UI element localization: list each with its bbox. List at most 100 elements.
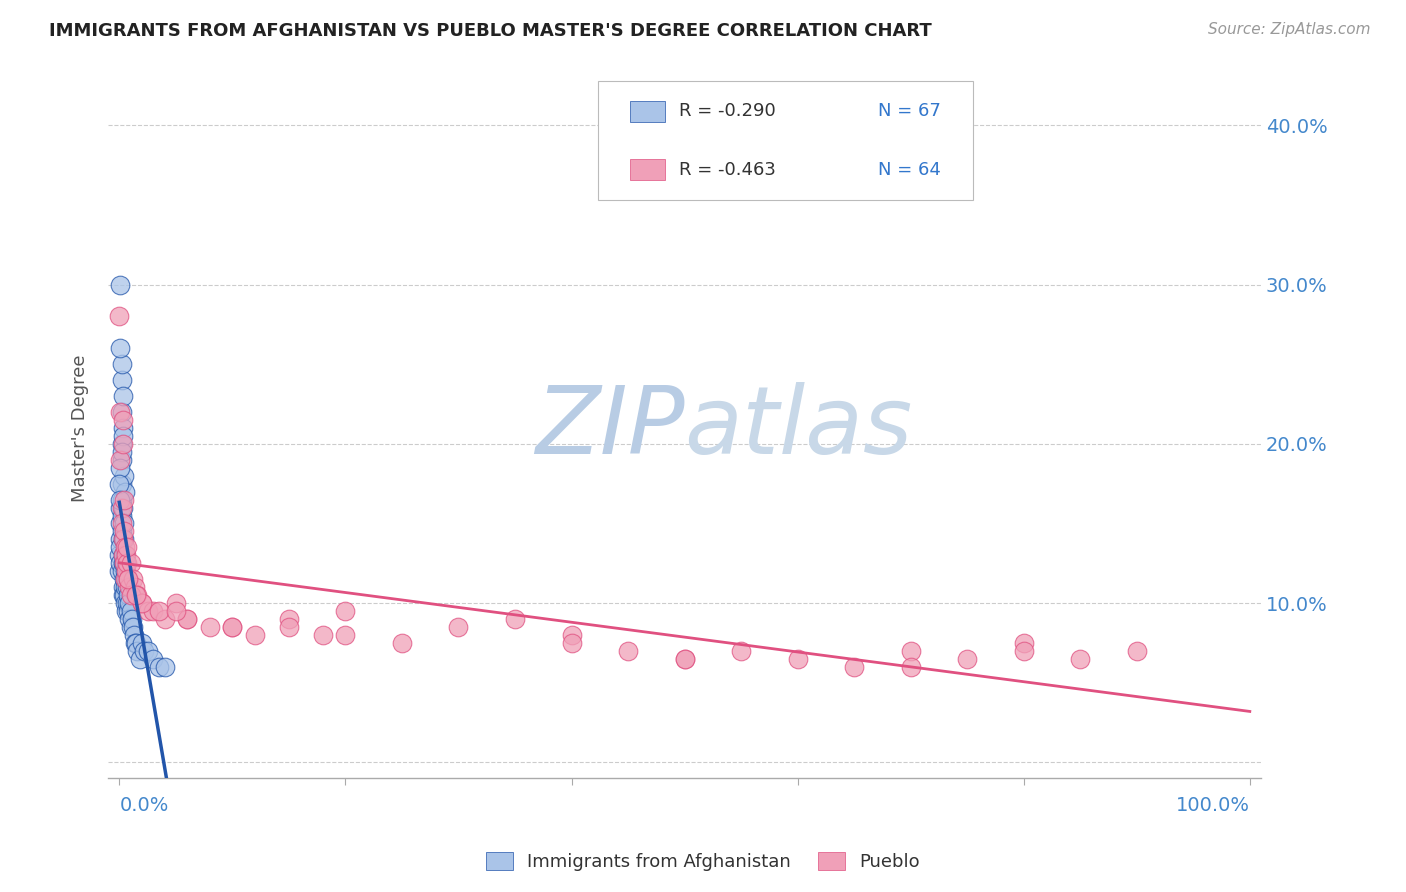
Point	[111, 549, 134, 563]
Point	[560, 636, 582, 650]
Point	[128, 652, 150, 666]
Point	[148, 660, 170, 674]
Point	[111, 533, 134, 547]
Point	[503, 612, 526, 626]
Point	[111, 549, 134, 563]
Point	[117, 588, 139, 602]
Point	[110, 476, 132, 491]
Point	[108, 310, 131, 324]
Point	[110, 460, 132, 475]
Point	[900, 644, 922, 658]
Point	[243, 628, 266, 642]
Point	[900, 660, 922, 674]
Point	[115, 557, 138, 571]
Point	[617, 644, 640, 658]
Text: R = -0.463: R = -0.463	[679, 161, 776, 179]
Point	[117, 572, 139, 586]
Point	[221, 620, 243, 634]
Point	[120, 557, 142, 571]
Point	[127, 588, 149, 602]
Point	[117, 572, 139, 586]
Point	[148, 604, 170, 618]
Point	[115, 564, 138, 578]
Point	[112, 533, 135, 547]
Point	[120, 588, 142, 602]
Point	[221, 620, 243, 634]
Point	[118, 612, 141, 626]
Point	[730, 644, 752, 658]
Point	[111, 533, 134, 547]
Point	[112, 516, 135, 531]
Point	[110, 541, 132, 555]
Point	[117, 604, 139, 618]
Point	[165, 604, 187, 618]
Point	[956, 652, 979, 666]
Point	[110, 564, 132, 578]
Text: ZIP: ZIP	[534, 383, 685, 474]
Point	[110, 492, 132, 507]
Point	[110, 277, 132, 292]
Point	[111, 429, 134, 443]
Point	[277, 620, 299, 634]
Point	[127, 644, 149, 658]
Point	[142, 604, 165, 618]
Point	[110, 405, 132, 419]
Point	[115, 580, 138, 594]
Point	[124, 636, 146, 650]
Point	[1069, 652, 1091, 666]
Point	[121, 612, 143, 626]
Point	[111, 588, 134, 602]
Point	[198, 620, 221, 634]
Text: Source: ZipAtlas.com: Source: ZipAtlas.com	[1208, 22, 1371, 37]
Point	[112, 557, 135, 571]
Point	[277, 612, 299, 626]
Text: R = -0.290: R = -0.290	[679, 102, 776, 120]
Point	[121, 572, 143, 586]
Text: 0.0%: 0.0%	[120, 796, 169, 815]
Point	[673, 652, 696, 666]
Point	[176, 612, 198, 626]
Point	[108, 549, 131, 563]
Point	[131, 636, 153, 650]
Point	[136, 644, 159, 658]
Point	[131, 596, 153, 610]
Point	[786, 652, 808, 666]
Point	[111, 500, 134, 515]
Point	[110, 341, 132, 355]
Point	[335, 604, 357, 618]
Point	[114, 484, 136, 499]
Point	[110, 516, 132, 531]
Point	[110, 452, 132, 467]
Point	[136, 604, 159, 618]
Point	[142, 652, 165, 666]
Point	[176, 612, 198, 626]
Point	[118, 580, 141, 594]
Point	[112, 524, 135, 539]
Y-axis label: Master's Degree: Master's Degree	[72, 354, 89, 501]
Point	[153, 660, 176, 674]
Point	[112, 588, 135, 602]
Point	[110, 516, 132, 531]
Point	[112, 557, 135, 571]
Point	[118, 596, 141, 610]
Point	[111, 389, 134, 403]
Point	[134, 644, 156, 658]
Point	[312, 628, 335, 642]
Point	[110, 500, 132, 515]
Point	[108, 476, 131, 491]
Point	[110, 508, 132, 523]
Point	[110, 373, 132, 387]
Point	[120, 620, 142, 634]
Point	[114, 564, 136, 578]
Point	[391, 636, 413, 650]
Point	[122, 628, 145, 642]
FancyBboxPatch shape	[630, 160, 665, 180]
Point	[115, 541, 138, 555]
Point	[1012, 636, 1035, 650]
Point	[110, 437, 132, 451]
Point	[114, 596, 136, 610]
Point	[110, 452, 132, 467]
Point	[110, 357, 132, 371]
Point	[114, 580, 136, 594]
Point	[112, 572, 135, 586]
